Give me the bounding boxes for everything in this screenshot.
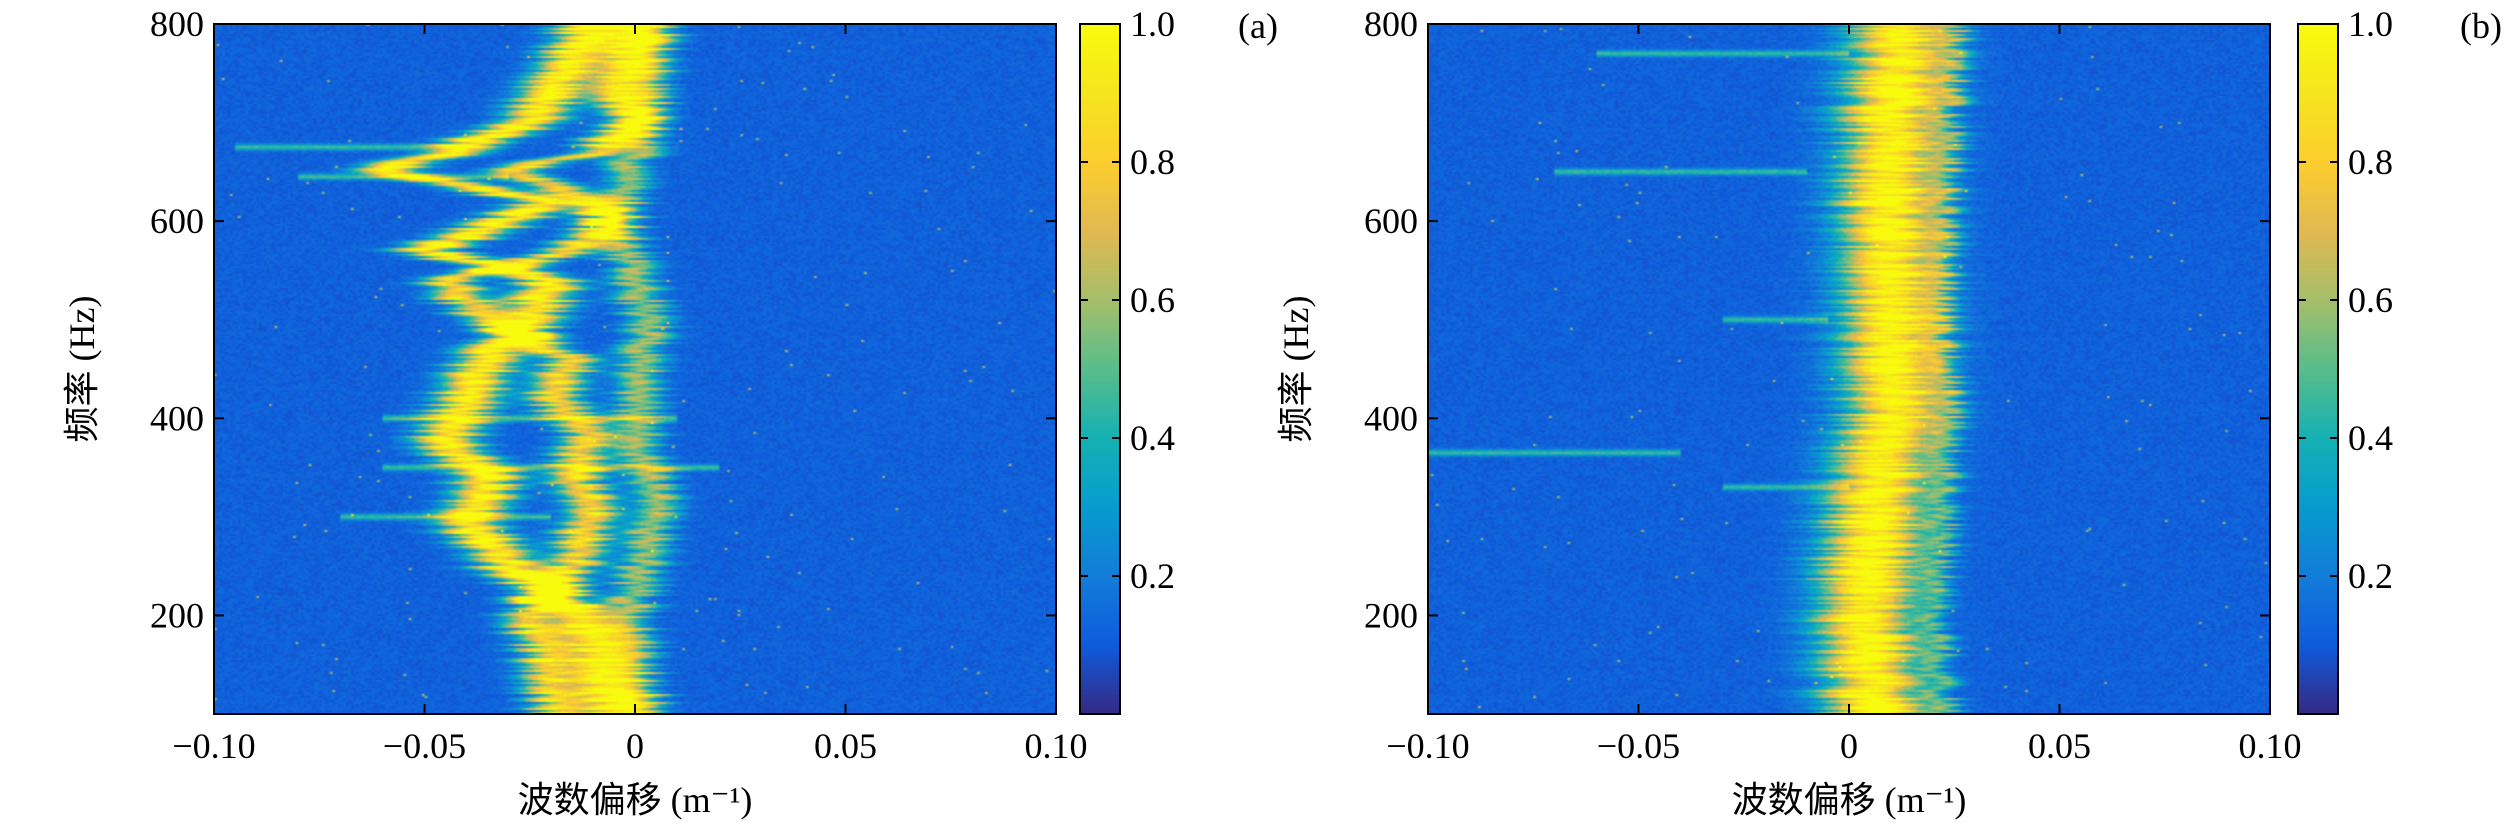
colorbar-tick-label: 1.0	[2348, 4, 2393, 44]
x-tick-label: 0.10	[2239, 726, 2302, 766]
x-tick-label: 0	[1840, 726, 1858, 766]
x-axis-label: 波数偏移 (m⁻¹)	[518, 780, 753, 820]
y-tick-label: 600	[1364, 201, 1418, 241]
colorbar-tick-label: 0.2	[1130, 556, 1175, 596]
colorbar-frame	[1079, 23, 1121, 715]
colorbar-frame	[2297, 23, 2339, 715]
x-tick-label: 0.05	[814, 726, 877, 766]
x-tick-label: −0.05	[1597, 726, 1680, 766]
x-tick-label: 0.10	[1025, 726, 1088, 766]
y-axis-label: 频率 (Hz)	[62, 296, 102, 443]
x-tick-label: −0.10	[1386, 726, 1469, 766]
x-tick-label: −0.05	[383, 726, 466, 766]
x-axis-label: 波数偏移 (m⁻¹)	[1732, 780, 1967, 820]
y-tick-label: 200	[150, 595, 204, 635]
colorbar-gradient	[1080, 24, 1120, 714]
y-axis-label: 频率 (Hz)	[1276, 296, 1316, 443]
y-tick-label: 800	[150, 4, 204, 44]
panel-a: −0.10 −0.05 0 0.05 0.10 200 400 600 800 波数偏移 (m⁻¹…	[62, 4, 1278, 820]
y-tick-label: 600	[150, 201, 204, 241]
colorbar-gradient	[2298, 24, 2338, 714]
colorbar-tick-label: 0.2	[2348, 556, 2393, 596]
heatmap-image	[1428, 24, 2270, 714]
panel-label: (a)	[1238, 6, 1278, 46]
y-tick-label: 400	[1364, 398, 1418, 438]
y-tick-label: 800	[1364, 4, 1418, 44]
x-tick-label: 0.05	[2028, 726, 2091, 766]
colorbar-tick-label: 0.6	[1130, 280, 1175, 320]
panel-b: −0.10 −0.05 0 0.05 0.10 200 400 600 800 波数偏移 (m⁻¹…	[1276, 4, 2502, 820]
y-tick-label: 400	[150, 398, 204, 438]
x-tick-label: −0.10	[172, 726, 255, 766]
panel-label: (b)	[2460, 6, 2502, 46]
colorbar-tick-label: 1.0	[1130, 4, 1175, 44]
x-tick-label: 0	[626, 726, 644, 766]
colorbar-tick-label: 0.6	[2348, 280, 2393, 320]
y-tick-label: 200	[1364, 595, 1418, 635]
heatmap-image	[214, 24, 1056, 714]
colorbar-tick-label: 0.4	[2348, 418, 2393, 458]
colorbar-tick-label: 0.8	[1130, 142, 1175, 182]
colorbar-tick-label: 0.4	[1130, 418, 1175, 458]
colorbar-tick-label: 0.8	[2348, 142, 2393, 182]
